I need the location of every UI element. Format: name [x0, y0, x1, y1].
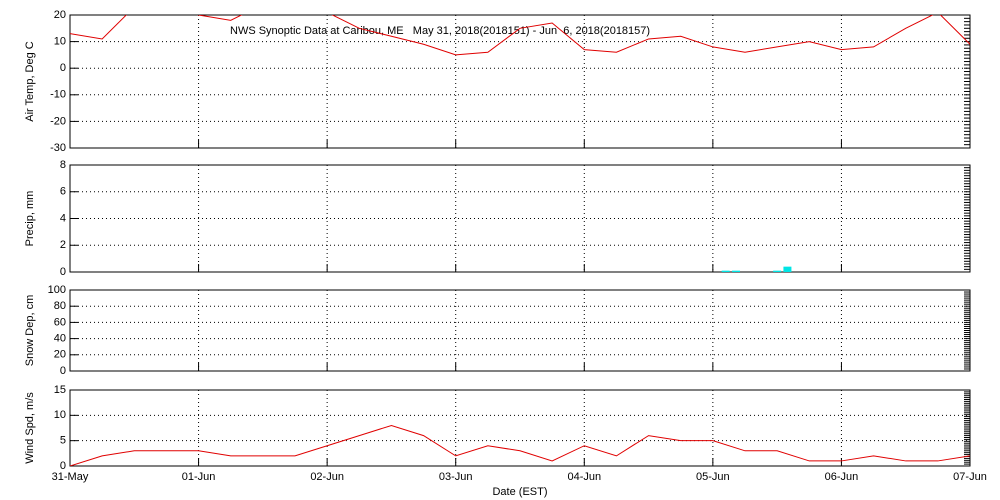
bar — [773, 270, 782, 272]
bar — [783, 266, 792, 272]
y-tick-label: 20 — [54, 349, 66, 361]
x-tick-label: 05-Jun — [696, 471, 730, 483]
data-line — [70, 15, 970, 56]
y-axis-label: Precip, mm — [24, 191, 36, 247]
plot-area — [70, 424, 970, 466]
y-tick-label: 2 — [60, 239, 66, 251]
data-line — [70, 424, 970, 466]
y-tick-label: 80 — [54, 300, 66, 312]
y-tick-label: 0 — [60, 266, 66, 278]
x-axis-label: Date (EST) — [492, 486, 547, 498]
x-tick-label: 07-Jun — [953, 471, 987, 483]
y-tick-label: 0 — [60, 365, 66, 377]
y-tick-label: -10 — [50, 89, 66, 101]
y-tick-label: 8 — [60, 159, 66, 171]
y-axis-label: Air Temp, Deg C — [24, 41, 36, 122]
x-tick-label: 06-Jun — [825, 471, 859, 483]
plot-area — [70, 15, 970, 56]
plot-frame — [69, 289, 971, 372]
y-tick-label: 5 — [60, 435, 66, 447]
bar — [721, 270, 730, 272]
x-tick-label: 31-May — [52, 471, 89, 483]
x-tick-label: 01-Jun — [182, 471, 216, 483]
y-tick-label: 60 — [54, 316, 66, 328]
y-tick-label: 20 — [54, 9, 66, 21]
y-tick-label: 4 — [60, 212, 66, 224]
y-tick-label: 10 — [54, 409, 66, 421]
y-tick-label: 15 — [54, 384, 66, 396]
y-tick-label: 40 — [54, 333, 66, 345]
y-tick-label: 100 — [48, 284, 66, 296]
x-tick-label: 04-Jun — [567, 471, 601, 483]
plot-area — [721, 266, 792, 272]
y-tick-label: 6 — [60, 186, 66, 198]
y-tick-label: 0 — [60, 62, 66, 74]
x-tick-label: 02-Jun — [310, 471, 344, 483]
y-tick-label: -20 — [50, 115, 66, 127]
y-axis-label: Wind Spd, m/s — [24, 392, 36, 464]
x-tick-label: 03-Jun — [439, 471, 473, 483]
plot-frame — [69, 389, 971, 467]
chart-title: NWS Synoptic Data at Caribou, ME May 31,… — [230, 25, 650, 37]
bar — [732, 270, 740, 272]
y-axis-label: Snow Dep, cm — [24, 295, 36, 367]
y-tick-label: -30 — [50, 142, 66, 154]
y-tick-label: 0 — [60, 460, 66, 472]
y-tick-label: 10 — [54, 36, 66, 48]
